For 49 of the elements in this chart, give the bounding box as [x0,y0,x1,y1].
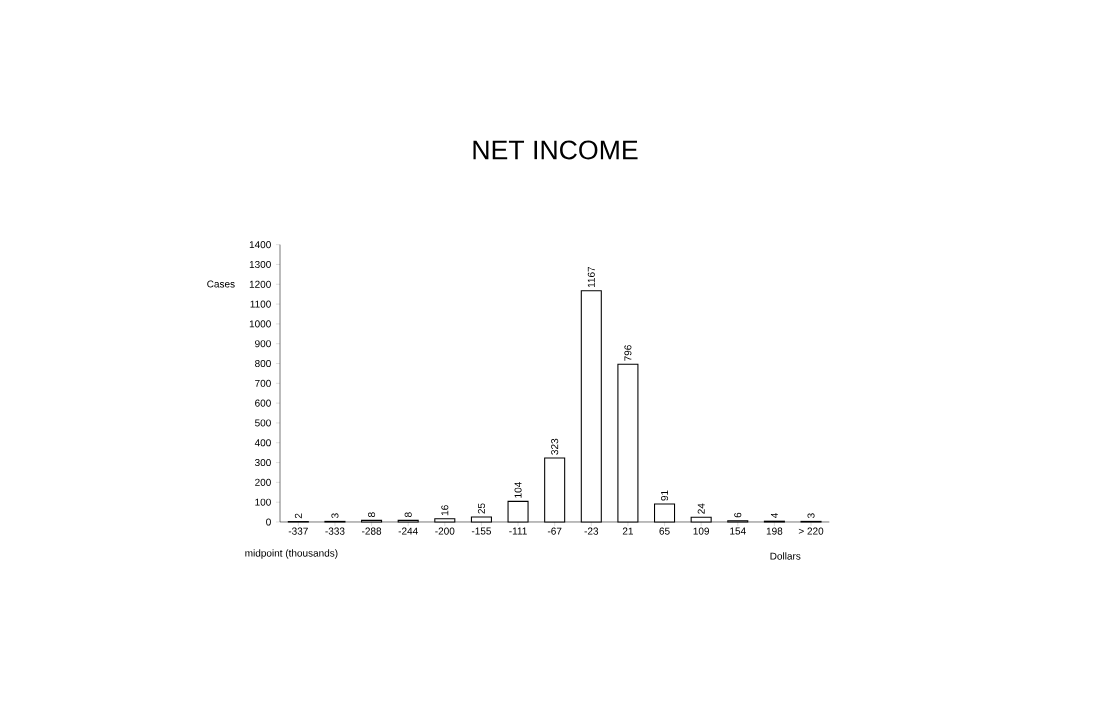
x-tick-label: -23 [584,527,599,535]
y-tick-label: 1400 [249,241,271,249]
x-tick-label: -244 [398,527,418,535]
y-tick-label: 1200 [249,280,271,288]
x-tick-label: > 220 [798,527,824,535]
y-tick-label: 1100 [250,300,271,308]
y-tick-label: 700 [255,379,271,387]
y-tick-label: 800 [255,359,271,368]
y-tick-label: 0 [266,518,271,526]
x-tick-label: 109 [693,527,710,535]
data-label: 2 [294,513,302,519]
data-label: 3 [331,513,339,519]
data-label: 8 [404,512,412,518]
x-tick-label: 154 [730,527,746,535]
data-label: 1167 [587,266,595,288]
y-tick-label: 1300 [249,260,271,269]
data-label: 104 [514,482,522,498]
text: Dollars [770,552,801,560]
x-tick-label: -111 [509,527,527,535]
x-tick-label: -333 [325,527,345,535]
data-label: 16 [441,505,449,516]
data-label: 6 [734,512,742,518]
y-tick-label: 200 [255,478,271,486]
x-tick-label: -337 [288,527,308,535]
data-label: 4 [770,512,778,519]
x-tick-label: -200 [435,527,455,535]
x-tick-label: 198 [766,527,783,535]
y-tick-label: 100 [255,498,271,506]
x-tick-label: 21 [622,527,633,535]
y-tick-label: 900 [255,340,271,348]
y-tick-label: 400 [254,439,271,447]
chart-title: NET INCOME [473,140,638,160]
y-tick-label: 300 [254,459,271,467]
data-label: 91 [660,490,669,501]
data-label: 8 [368,512,376,518]
data-label: 3 [807,513,815,519]
y-axis-title: Cases [207,280,235,288]
y-tick-label: 1000 [249,320,271,328]
data-label: 323 [551,438,559,455]
y-tick-label: 500 [255,419,271,427]
y-tick-label: 600 [255,399,271,407]
data-label: 796 [624,345,632,361]
x-tick-label: 65 [659,527,670,535]
x-axis-title: midpoint (thousands) [245,549,338,559]
x-tick-label: -288 [361,527,382,535]
x-tick-label: -155 [471,527,492,535]
data-label: 25 [477,503,485,514]
data-label: 24 [697,503,705,514]
x-tick-label: -67 [547,527,562,535]
